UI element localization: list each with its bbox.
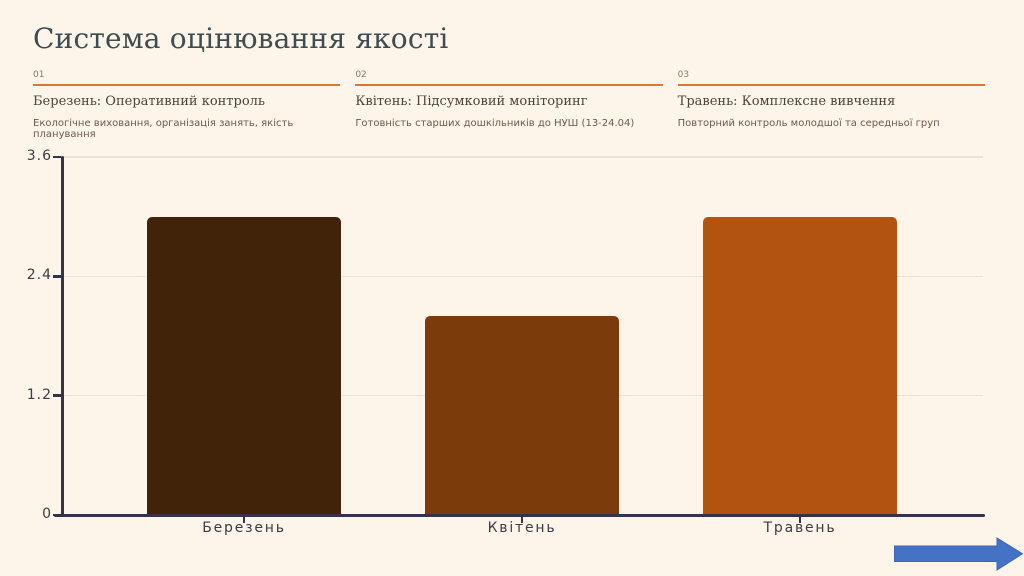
next-arrow-icon[interactable] [894, 537, 1024, 571]
section-number: 01 [33, 70, 45, 80]
bar-Травень [703, 216, 897, 515]
agenda-item-march: 01 Березень: Оперативний контроль Еколог… [33, 70, 341, 140]
y-tick-label: 2.4 [26, 267, 52, 284]
y-tick-label: 1.2 [26, 386, 52, 403]
y-axis-tick [53, 155, 61, 159]
x-axis [54, 513, 985, 517]
section-heading: Березень: Оперативний контроль [33, 94, 265, 109]
y-axis [60, 156, 64, 517]
x-axis-tick [520, 516, 524, 523]
section-divider [33, 84, 341, 86]
section-heading: Квітень: Підсумковий моніторинг [355, 94, 588, 109]
y-axis-tick [53, 275, 61, 278]
section-subtext: Екологічне виховання, організація занять… [33, 118, 294, 140]
agenda-columns: 01 Березень: Оперативний контроль Еколог… [33, 70, 985, 140]
section-number: 02 [355, 70, 367, 80]
x-tick-label: Березень [202, 520, 286, 536]
agenda-item-april: 02 Квітень: Підсумковий моніторинг Готов… [355, 70, 663, 140]
y-tick-label: 3.6 [26, 148, 52, 164]
section-subtext: Готовність старших дошкільників до НУШ (… [355, 118, 635, 129]
page-title: Система оцінювання якості [33, 22, 449, 55]
agenda-item-may: 03 Травень: Комплексне вивчення Повторни… [677, 70, 985, 140]
section-heading: Травень: Комплексне вивчення [677, 94, 896, 109]
y-tick-label: 0 [42, 506, 52, 522]
section-subtext: Повторний контроль молодшої та середньої… [677, 118, 940, 129]
section-divider [677, 84, 985, 86]
x-tick-label: Травень [763, 520, 837, 536]
bar-Квітень [425, 316, 619, 515]
y-axis-tick [53, 513, 61, 517]
y-axis-tick [53, 394, 61, 397]
x-axis-tick [242, 516, 246, 523]
bar-Березень [147, 216, 341, 515]
section-number: 03 [677, 70, 690, 80]
x-axis-tick [798, 516, 802, 523]
x-tick-label: Квітень [487, 520, 557, 536]
section-divider [355, 84, 663, 86]
gridline-3.6 [62, 156, 983, 158]
gridline-2.4 [62, 275, 983, 278]
